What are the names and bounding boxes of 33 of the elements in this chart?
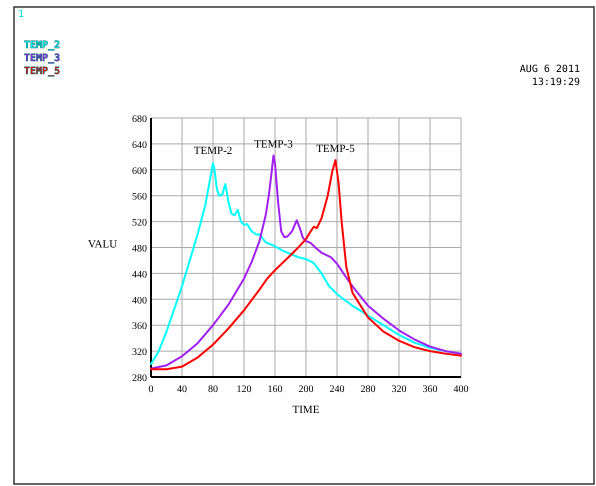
x-tick-label: 280 — [360, 384, 376, 395]
x-tick-label: 400 — [454, 384, 468, 395]
y-tick-label: 320 — [132, 347, 147, 358]
y-tick-label: 400 — [132, 295, 147, 306]
text: TEMP_5 — [24, 66, 60, 77]
text: AUG 6 2011 — [520, 64, 580, 75]
text: TEMP_2 — [24, 40, 60, 51]
y-axis-title: VALU — [88, 238, 118, 250]
y-tick-label: 480 — [132, 244, 147, 254]
x-tick-label: 360 — [422, 384, 438, 395]
x-tick-label: 40 — [177, 384, 187, 395]
x-tick-label: 160 — [268, 384, 282, 395]
y-tick-label: 360 — [132, 321, 147, 332]
x-tick-label: 0 — [148, 384, 154, 395]
x-tick-label: 240 — [330, 384, 344, 395]
x-tick-label: 80 — [208, 384, 218, 395]
y-tick-label: 600 — [132, 166, 147, 177]
y-tick-label: 280 — [132, 373, 147, 384]
y-tick-label: 680 — [132, 114, 147, 125]
text: 13:19:29 — [532, 77, 580, 88]
x-axis-title: TIME — [292, 404, 320, 416]
text: 1 — [18, 9, 24, 20]
x-tick-label: 200 — [298, 384, 314, 395]
annotation: TEMP-3 — [254, 138, 294, 151]
annotation: TEMP-2 — [194, 145, 232, 158]
y-tick-label: 640 — [132, 140, 147, 151]
text: TEMP_3 — [24, 53, 60, 64]
y-tick-label: 520 — [132, 218, 147, 229]
y-tick-label: 440 — [132, 269, 147, 280]
x-tick-label: 320 — [392, 384, 406, 395]
x-tick-label: 120 — [236, 384, 252, 395]
y-tick-label: 560 — [132, 192, 147, 203]
annotation: TEMP-5 — [316, 143, 356, 156]
